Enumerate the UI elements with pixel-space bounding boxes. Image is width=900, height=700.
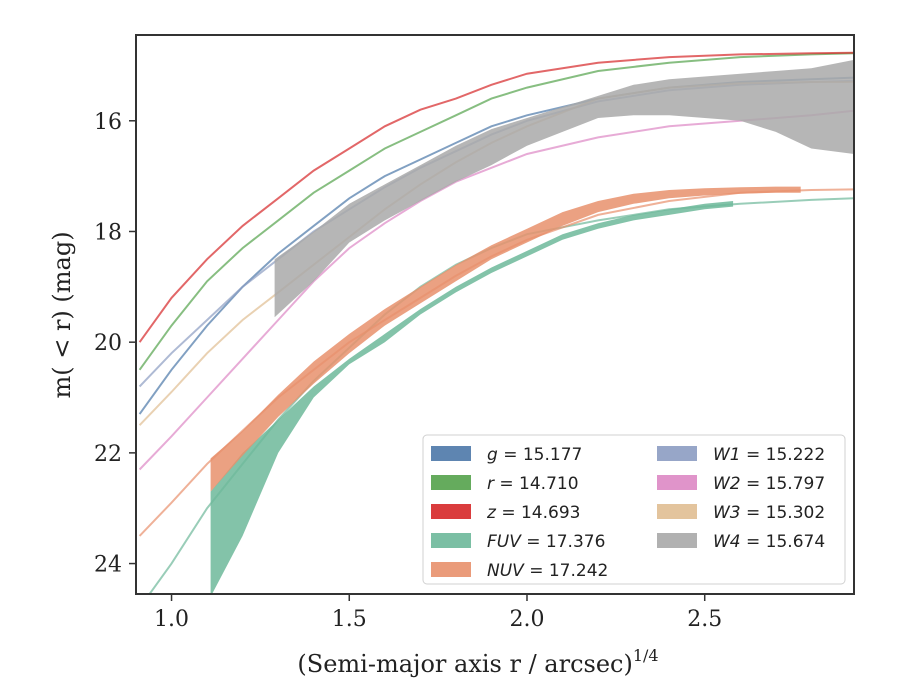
- y-axis: 16 18 20 22 24: [94, 110, 136, 578]
- y-tick-label: 20: [94, 331, 122, 356]
- legend-label-fuv: FUV = 17.376: [487, 532, 605, 552]
- x-axis: 1.0 1.5 2.0 2.5: [154, 594, 722, 632]
- legend-swatch-z: [431, 504, 471, 519]
- legend-frame: [422, 434, 846, 585]
- y-tick-label: 16: [94, 110, 122, 135]
- legend-swatch-r: [431, 475, 471, 490]
- series-w1-model-line: [138, 79, 854, 388]
- legend-label-w4: W4 = 15.674: [713, 532, 825, 552]
- y-tick-label: 22: [94, 442, 122, 467]
- x-tick-label: 2.5: [687, 607, 722, 632]
- legend-label-r: r = 14.710: [487, 474, 579, 494]
- legend-swatch-w3: [657, 504, 697, 519]
- y-tick-label: 18: [94, 220, 122, 245]
- series-nuv-band: [210, 186, 801, 492]
- plot-marks: [138, 51, 854, 594]
- legend-label-w2: W2 = 15.797: [713, 474, 825, 494]
- legend-swatch-g: [431, 446, 471, 461]
- legend-swatch-nuv: [431, 562, 471, 577]
- x-tick-label: 2.0: [509, 607, 544, 632]
- series-z-model-line: [138, 51, 854, 343]
- legend-label-g: g = 15.177: [487, 445, 582, 465]
- legend-label-nuv: NUV = 17.242: [487, 561, 608, 581]
- legend-swatch-fuv: [431, 533, 471, 548]
- legend-label-w1: W1 = 15.222: [713, 445, 825, 465]
- legend-swatch-w2: [657, 475, 697, 490]
- y-axis-title: m( < r) (mag): [48, 231, 76, 398]
- legend-label-w3: W3 = 15.302: [713, 503, 825, 523]
- series-fuv-band: [210, 201, 734, 594]
- x-tick-label: 1.0: [154, 607, 189, 632]
- x-tick-label: 1.5: [332, 607, 367, 632]
- x-axis-title: (Semi-major axis r / arcsec)1/4: [297, 646, 658, 678]
- y-tick-label: 24: [94, 553, 122, 578]
- plot-frame: [135, 34, 855, 595]
- series-w4-band: [274, 59, 854, 318]
- series-r-model-line: [138, 52, 854, 371]
- legend: g = 15.177 r = 14.710 z = 14.693 FUV = 17.3…: [422, 434, 846, 585]
- series-w2-model-line: [138, 109, 854, 471]
- legend-swatch-w4: [657, 533, 697, 548]
- legend-label-z: z = 14.693: [486, 503, 580, 523]
- legend-swatch-w1: [657, 446, 697, 461]
